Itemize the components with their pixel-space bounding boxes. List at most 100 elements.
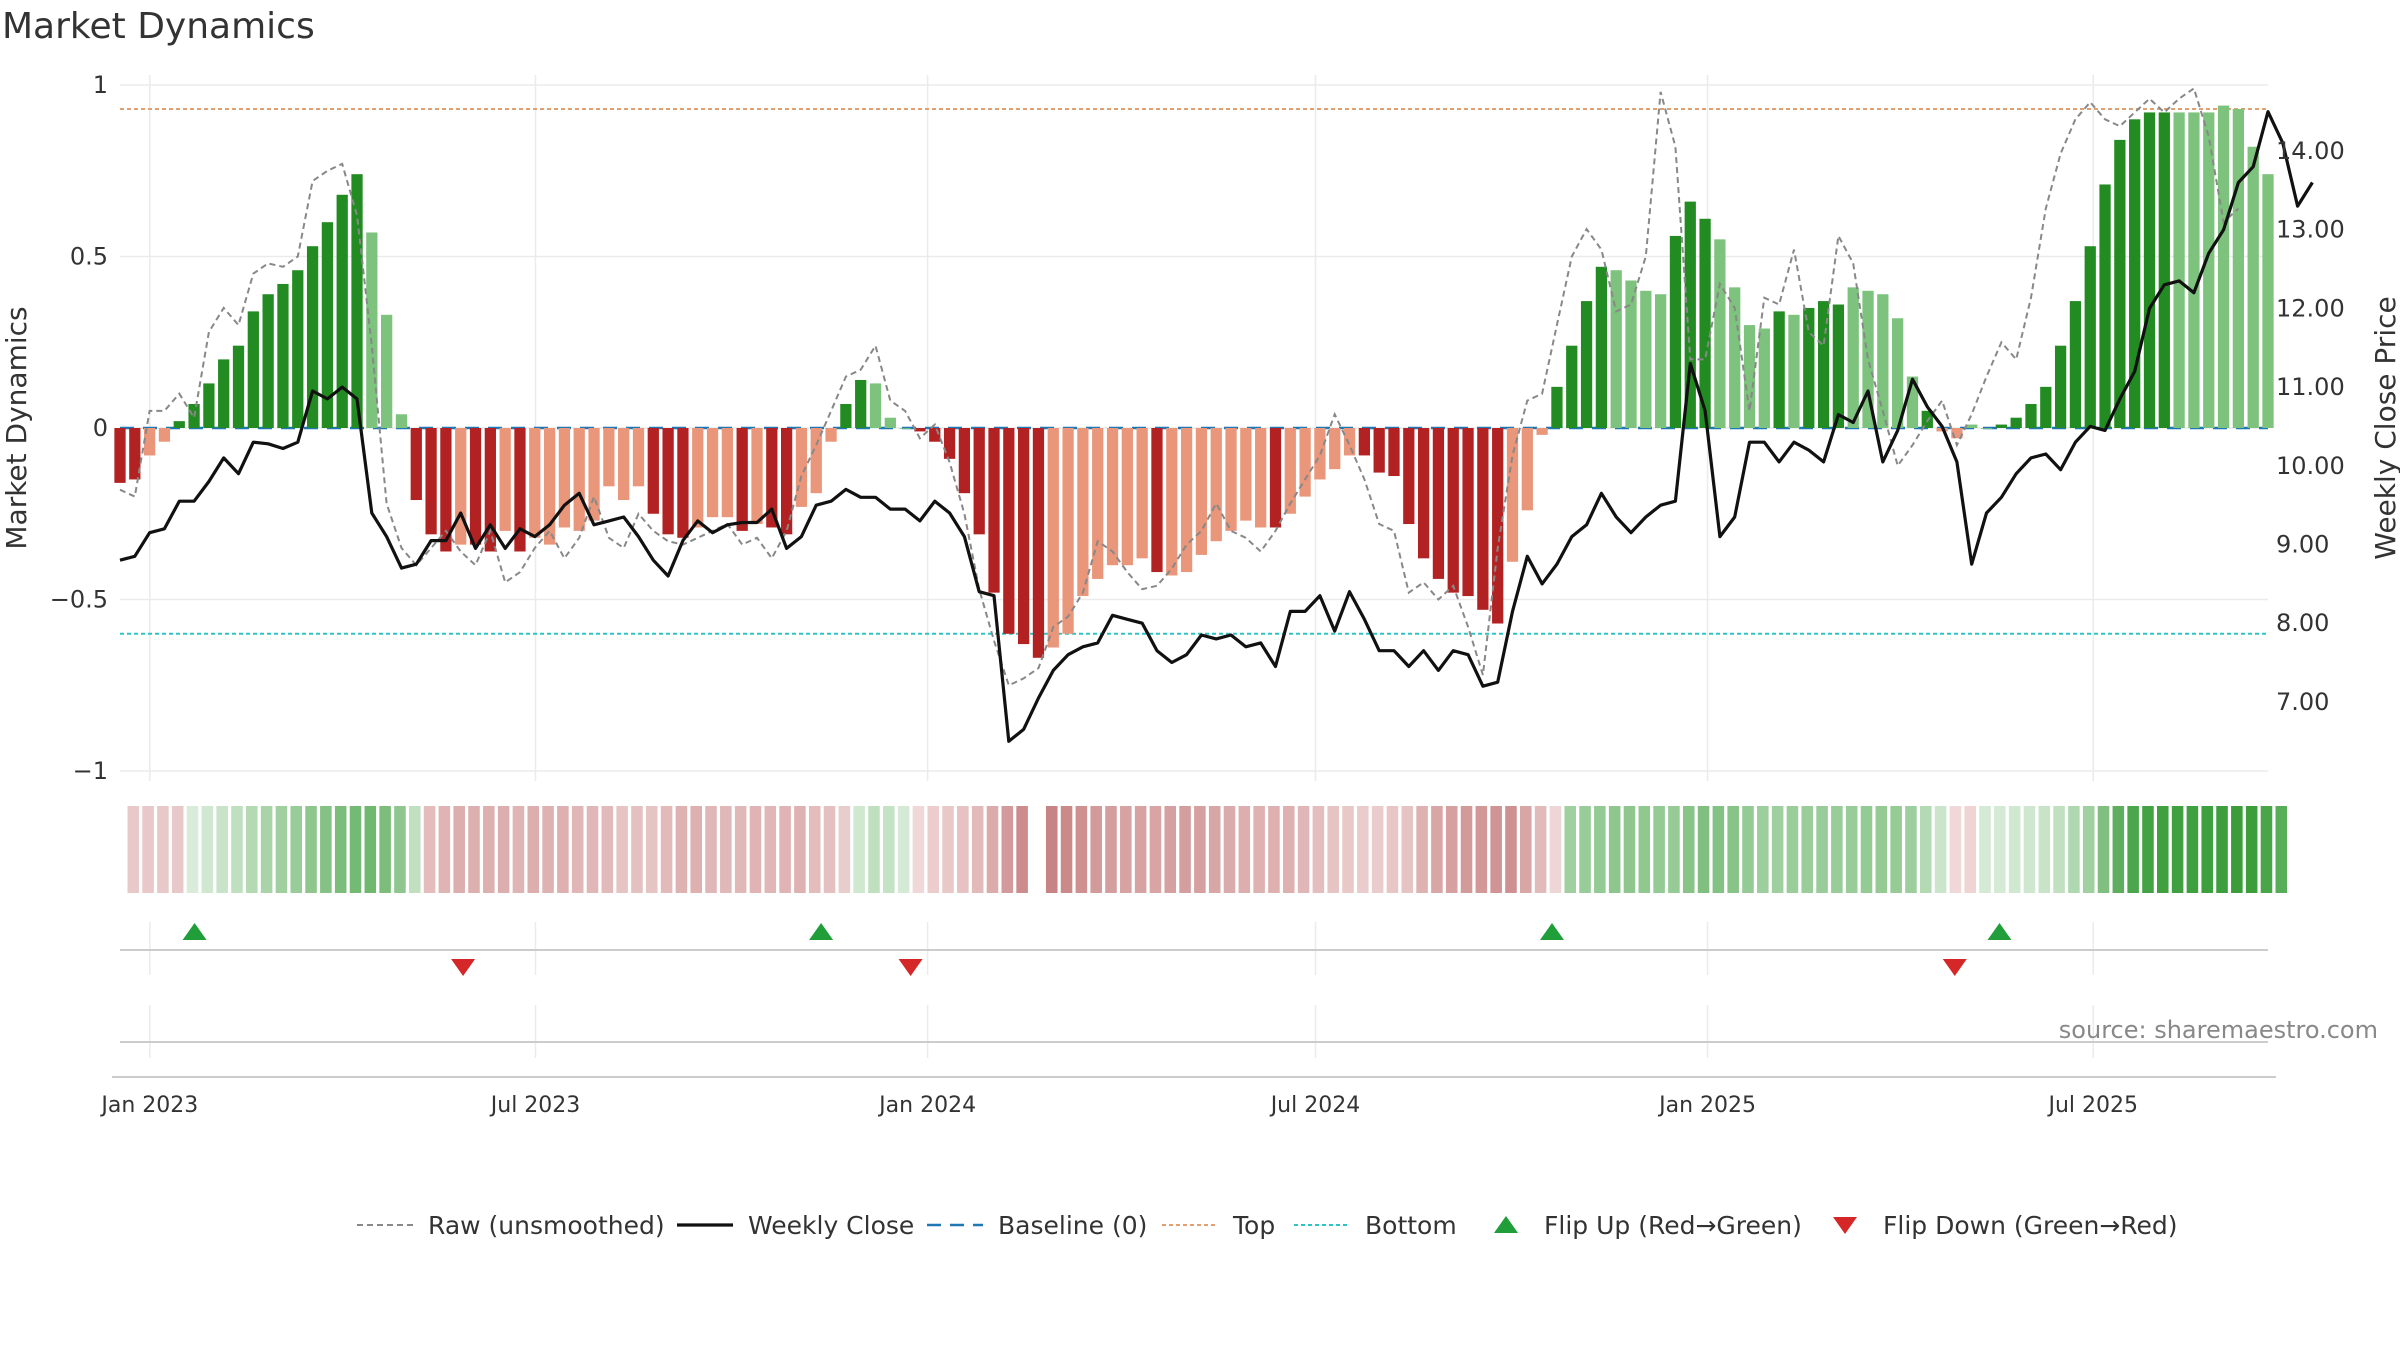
bar-120: [1892, 318, 1904, 428]
bar-53: [899, 428, 911, 429]
right-y-axis: 14.00 13.00 12.00 11.00 10.00 9.00 8.00 7.00: [2276, 137, 2345, 716]
bar-96: [1536, 428, 1548, 435]
strip-cell-7: [231, 806, 243, 893]
bar-63: [1047, 428, 1059, 648]
bar-129: [2025, 403, 2037, 428]
strip-cell-49: [853, 806, 865, 893]
bar-117: [1847, 287, 1859, 428]
strip-cell-11: [290, 806, 303, 893]
legend-label-5: Flip Up (Red→Green): [1544, 1211, 1802, 1240]
flip-down-marker-1: [898, 959, 923, 976]
bar-30: [558, 428, 571, 528]
strip-cell-127: [2008, 806, 2021, 893]
bar-59: [988, 428, 1000, 593]
strip-cell-63: [1060, 806, 1073, 893]
strip-cell-32: [601, 806, 614, 893]
bar-37: [662, 428, 674, 535]
strip-cell-116: [1845, 806, 1858, 893]
bar-99: [1580, 301, 1593, 428]
strip-cell-58: [986, 806, 999, 893]
bar-101: [1610, 270, 1622, 428]
bar-106: [1684, 201, 1696, 428]
strip-cell-115: [1831, 806, 1843, 893]
strip-cell-131: [2068, 806, 2080, 893]
bar-118: [1862, 290, 1874, 428]
strip-cell-1: [142, 806, 154, 893]
right-tick-6: 8.00: [2276, 609, 2329, 637]
bar-126: [1980, 428, 1993, 429]
strip-cell-117: [1860, 806, 1873, 893]
strip-cell-109: [1742, 806, 1754, 893]
strip-cell-91: [1475, 806, 1488, 893]
bar-52: [884, 417, 896, 428]
strip-cell-23: [468, 806, 480, 893]
bar-65: [1077, 428, 1089, 597]
strip-cell-65: [1090, 806, 1102, 893]
bar-92: [1477, 428, 1489, 610]
strip-cell-9: [260, 806, 273, 893]
bar-11: [277, 283, 289, 428]
legend-label-1: Weekly Close: [748, 1211, 914, 1240]
flip-up-marker-1: [809, 923, 834, 940]
x-tick-5: Jul 2025: [2046, 1093, 2138, 1118]
x-tick-0: Jan 2023: [99, 1093, 198, 1118]
flip-up-marker-3: [1987, 923, 2012, 940]
strip-cell-102: [1638, 806, 1651, 893]
bar-1: [129, 428, 141, 480]
strip-cell-27: [527, 806, 540, 893]
bar-140: [2188, 112, 2200, 428]
bar-15: [336, 194, 348, 428]
bar-91: [1462, 428, 1474, 597]
right-tick-2: 12.00: [2276, 294, 2345, 322]
left-axis-label: Market Dynamics: [0, 306, 33, 549]
strip-cell-78: [1282, 806, 1295, 893]
strip-cell-59: [1001, 806, 1014, 893]
bar-36: [647, 428, 659, 514]
legend-label-2: Baseline (0): [998, 1211, 1147, 1240]
bar-58: [973, 428, 985, 535]
strip-cell-121: [1919, 806, 1932, 893]
strip-cell-42: [749, 806, 762, 893]
gridlines: [120, 75, 2268, 1058]
right-axis-label: Weekly Close Price: [2369, 296, 2400, 559]
strip-cell-133: [2097, 806, 2110, 893]
bar-16: [351, 174, 363, 428]
bar-76: [1240, 428, 1252, 521]
bar-60: [1003, 428, 1015, 634]
bar-28: [529, 428, 541, 538]
bar-70: [1151, 428, 1163, 573]
bar-108: [1714, 239, 1726, 428]
bar-54: [914, 428, 926, 432]
strip-cell-124: [1964, 806, 1976, 893]
strip-cell-25: [497, 806, 510, 893]
strip-cell-88: [1431, 806, 1443, 893]
legend-label-0: Raw (unsmoothed): [428, 1211, 665, 1240]
bar-41: [721, 428, 733, 518]
strip-cell-46: [808, 806, 821, 893]
bar-138: [2158, 112, 2170, 428]
bar-61: [1018, 428, 1030, 645]
chart-title: Market Dynamics: [2, 6, 315, 47]
bar-9: [247, 311, 259, 428]
strip-cell-114: [1816, 806, 1828, 893]
strip-cell-142: [2231, 806, 2243, 893]
strip-cell-3: [171, 806, 184, 893]
strip-cell-36: [660, 806, 673, 893]
strip-cell-29: [557, 806, 569, 893]
bar-74: [1210, 428, 1222, 542]
strip-cell-22: [453, 806, 465, 893]
bar-64: [1062, 428, 1074, 634]
legend-label-3: Top: [1232, 1211, 1275, 1240]
strip-cell-66: [1105, 806, 1117, 893]
weekly-close-series: [119, 110, 2314, 743]
strip-cell-103: [1653, 806, 1665, 893]
x-tick-3: Jul 2024: [1269, 1093, 1361, 1118]
bar-100: [1595, 266, 1608, 428]
bar-45: [780, 428, 793, 535]
strip-cell-145: [2275, 806, 2288, 893]
strip-cell-13: [320, 806, 332, 893]
strip-cell-43: [764, 806, 777, 893]
strip-cell-129: [2038, 806, 2051, 893]
strip-cell-130: [2053, 806, 2065, 893]
bar-112: [1773, 311, 1785, 428]
